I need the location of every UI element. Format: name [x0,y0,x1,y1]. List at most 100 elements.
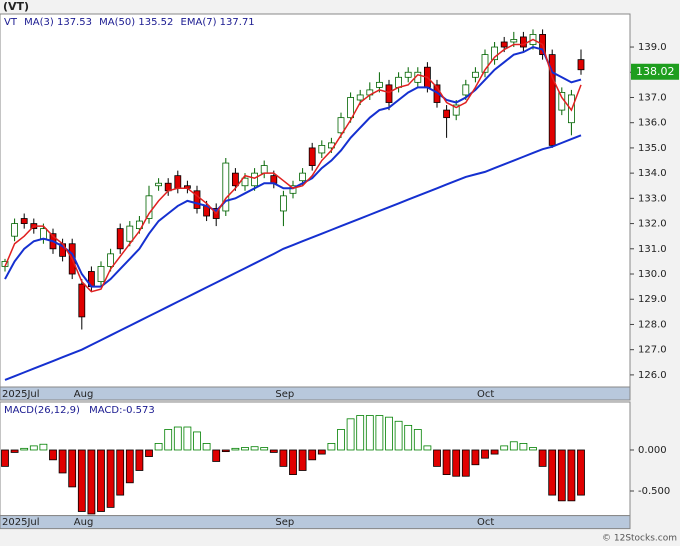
macd-bar [202,443,211,451]
macd-bar [413,429,422,451]
macd-bar [154,443,163,451]
candle-body [270,175,278,184]
y-tick-label: 127.0 [638,345,667,356]
x-tick-label: 2025Jul [2,517,40,528]
macd-bar [279,449,288,467]
macd-bar [269,449,278,453]
y-tick-label: 131.0 [638,244,667,255]
y-tick-label: 0.000 [638,445,667,456]
legend-value: -0.573 [123,405,155,416]
price-panel [0,13,631,388]
macd-bar [346,418,355,451]
macd-bar [145,449,153,457]
x-tick-label: Sep [275,389,294,400]
macd-bar [241,447,249,451]
y-tick-label: 130.0 [638,269,667,280]
y-tick-label: 132.0 [638,219,667,230]
legend-name: MA(50) [99,17,135,28]
chart-title: (VT) [3,0,29,13]
y-tick-label: 134.0 [638,168,667,179]
macd-bar [250,446,259,451]
y-tick-label: 135.0 [638,143,667,154]
macd-bar [385,416,393,451]
candle-body [279,195,287,212]
macd-bar [471,449,480,466]
macd-bar [442,449,451,475]
macd-bar [500,445,509,451]
y-tick-label: 126.0 [638,370,667,381]
macd-bar [173,426,182,451]
y-tick-label: 129.0 [638,294,667,305]
macd-bar [29,445,38,451]
candle-body [174,175,182,189]
candle-body [193,190,201,209]
macd-bar [452,449,461,477]
ma-line [4,134,582,381]
candle-body [289,185,297,194]
candle-body [491,46,499,61]
y-tick-label: 128.0 [638,319,667,330]
macd-bar [557,449,566,502]
macd-bar [317,449,326,455]
macd-bar [481,449,489,459]
candle-body [462,84,470,96]
candle-body [20,218,28,224]
candle-body [395,76,403,88]
legend-value: 137.53 [57,17,92,28]
price-tag-label: 138.02 [636,65,675,78]
candle-body [500,41,508,48]
macd-bar [509,441,518,451]
x-strip [0,386,631,401]
x-strip [0,515,631,530]
candle-body [510,39,518,43]
candle-body [548,54,556,146]
macd-bar [356,415,365,451]
macd-bar [490,449,499,455]
candle-body [347,97,355,119]
candle-body [299,172,307,182]
candle-body [385,84,393,103]
x-tick-label: Aug [74,389,94,400]
macd-bar [461,449,470,477]
candle-body [452,104,460,116]
macd-bar [212,449,221,462]
macd-bar [365,415,374,451]
macd-bar [577,449,585,496]
candle-body [520,36,527,48]
legend-value: 137.71 [220,17,255,28]
x-tick-label: Oct [477,389,494,400]
candle-body [231,172,239,187]
legend-name: MA(3) [24,17,54,28]
y-tick-label: 133.0 [638,193,667,204]
candle-body [145,195,153,219]
candle-body [241,177,249,187]
macd-bar [106,449,115,508]
macd-bar [20,447,29,451]
x-tick-label: Aug [74,517,94,528]
macd-bar [49,449,57,461]
legend-ticker: VT [4,17,18,28]
candle-body [107,253,114,267]
macd-bar [529,447,537,451]
macd-bar [10,449,19,453]
price-tag [631,63,679,80]
legend-value: 135.52 [138,17,173,28]
macd-bar [221,449,230,453]
candle-body [251,172,259,187]
macd-bar [97,449,105,512]
candle-body [308,147,316,166]
macd-bar [58,449,67,474]
macd-bar [538,449,547,467]
macd-legend: MACD(26,12,9) MACD:-0.573 [4,405,155,416]
y-tick-label: 137.0 [638,92,667,103]
candle-body [11,223,19,237]
legend: VT MA(3) 137.53 MA(50) 135.52 EMA(7) 137… [4,17,255,28]
candle-body [577,59,585,71]
macd-bar [1,449,9,467]
macd-bar [77,449,86,512]
x-tick-label: 2025Jul [2,389,40,400]
macd-bar [298,449,307,471]
candle-body [356,94,364,101]
